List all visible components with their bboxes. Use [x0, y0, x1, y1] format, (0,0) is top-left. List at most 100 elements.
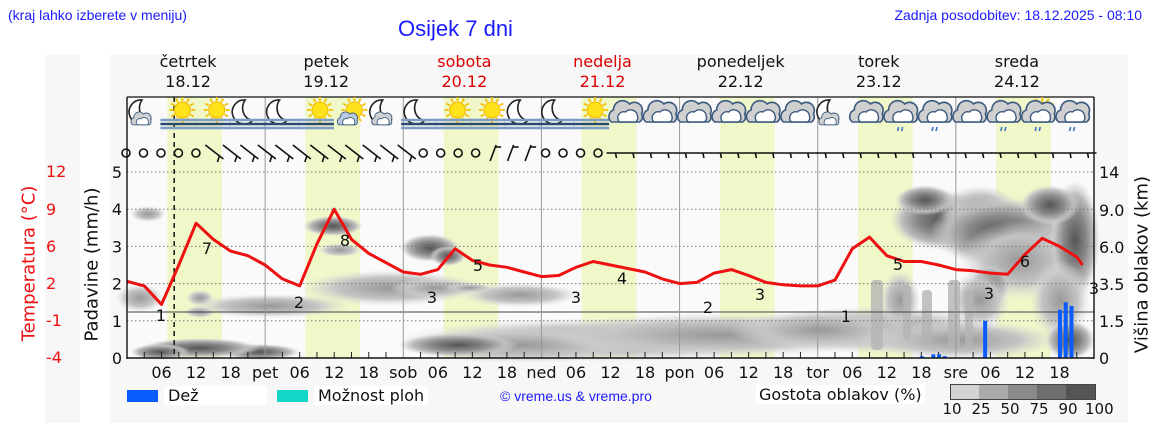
- svg-text:1: 1: [112, 312, 122, 331]
- day-date: 22.12: [717, 72, 764, 91]
- x-tick: 06: [980, 363, 1000, 382]
- svg-text:1.5: 1.5: [1099, 312, 1124, 331]
- svg-text:5: 5: [112, 163, 122, 182]
- wind-barb-icon: [292, 144, 312, 160]
- temp-point-label: 3: [571, 288, 581, 307]
- x-tick: 06: [289, 363, 309, 382]
- day-date: 24.12: [994, 72, 1040, 91]
- x-tick: 12: [738, 363, 758, 382]
- x-tick: 12: [1015, 363, 1035, 382]
- calm-wind-icon: [575, 148, 586, 158]
- x-tick: 06: [566, 363, 586, 382]
- svg-text:0: 0: [1099, 349, 1109, 368]
- cloud-scale-tick: 100: [1085, 400, 1114, 418]
- calm-wind-icon: [540, 148, 551, 158]
- wind-barb-icon: [362, 144, 382, 160]
- showers-swatch: [277, 389, 308, 402]
- x-tick: 12: [324, 363, 344, 382]
- legend-showers: Možnost ploh: [277, 386, 429, 405]
- temperature-tick: -1: [46, 311, 62, 330]
- legend-rain: Dež: [127, 386, 267, 405]
- sun-cloud-icon: [336, 97, 368, 126]
- svg-text:3.5: 3.5: [1099, 275, 1124, 294]
- cloud-scale-tick: 10: [942, 400, 962, 418]
- cloud-icon: [952, 99, 988, 123]
- wind-barb-icon: [274, 144, 294, 160]
- wind-barb-icon: [309, 144, 329, 160]
- wind-barb-icon: [344, 144, 364, 160]
- x-tick: 18: [773, 363, 793, 382]
- temp-point-label: 3: [755, 285, 765, 304]
- cloud-drizzle-icon: [883, 99, 919, 132]
- calm-wind-icon: [593, 148, 603, 158]
- calm-wind-icon: [470, 148, 481, 158]
- calm-wind-icon: [156, 148, 166, 158]
- sun-fog-icon: [469, 97, 506, 130]
- cloud-density-scale: [950, 384, 1096, 400]
- temp-point-label: 7: [202, 239, 212, 258]
- svg-text:4: 4: [112, 200, 122, 219]
- temp-axis-panel: [45, 55, 80, 423]
- svg-text:6.0: 6.0: [1099, 238, 1124, 257]
- moon-fog-icon: [504, 99, 541, 130]
- cloud-drizzle-icon: [917, 99, 953, 132]
- wind-barb-icon: [379, 144, 399, 160]
- page-title: Osijek 7 dni: [398, 16, 513, 41]
- weather-icon-row: [128, 97, 1091, 132]
- sun-fog-icon: [573, 97, 610, 130]
- moon-fog-icon: [538, 99, 575, 130]
- svg-text:9.0: 9.0: [1099, 201, 1124, 220]
- x-tick: 06: [428, 363, 448, 382]
- day-header: torek 23.12: [814, 52, 944, 92]
- temp-point-label: 1: [156, 306, 166, 325]
- temp-point-label: 3: [427, 288, 437, 307]
- sun-fog-icon: [194, 97, 231, 130]
- sun-fog-icon: [160, 97, 197, 130]
- temp-point-label: 4: [617, 269, 627, 288]
- cloud-scale-tick: 90: [1058, 400, 1078, 418]
- wind-barb-icon: [327, 144, 347, 160]
- x-tick: pet: [252, 363, 278, 382]
- cloud-scale-tick: 25: [971, 400, 991, 418]
- day-name: nedelja: [573, 52, 632, 71]
- temp-point-label: 2: [703, 298, 713, 317]
- day-header: sreda 24.12: [952, 52, 1082, 92]
- temp-point-label: 2: [294, 293, 304, 312]
- wind-barb-icon: [257, 144, 277, 160]
- temperature-tick: 9: [46, 200, 57, 219]
- cloud-icon: [745, 99, 781, 123]
- x-tick: 12: [186, 363, 206, 382]
- sun-cloud-drizzle-icon: [1020, 97, 1056, 132]
- calm-wind-icon: [418, 148, 428, 158]
- cloud-icon: [848, 99, 884, 123]
- wind-barb-icon: [222, 144, 242, 160]
- day-date: 21.12: [579, 72, 626, 91]
- x-tick: 18: [1049, 363, 1069, 382]
- x-tick: 12: [877, 363, 897, 382]
- temperature-tick: -4: [46, 348, 62, 367]
- day-header: ponedeljek 22.12: [676, 52, 806, 92]
- svg-text:0: 0: [112, 349, 122, 368]
- x-tick: ned: [526, 363, 556, 382]
- x-tick: sre: [944, 363, 968, 382]
- svg-text:14: 14: [1099, 163, 1119, 182]
- day-name: četrtek: [159, 52, 217, 71]
- day-name: petek: [303, 52, 349, 71]
- day-header: sobota 20.12: [399, 52, 529, 92]
- sun-fog-icon: [435, 97, 472, 130]
- calm-wind-icon: [435, 148, 446, 158]
- calm-wind-icon: [121, 148, 131, 158]
- sun-fog-icon: [297, 97, 334, 130]
- temp-point-label: 5: [893, 255, 903, 274]
- location-hint[interactable]: (kraj lahko izberete v meniju): [8, 7, 187, 23]
- x-tick: tor: [806, 363, 829, 382]
- day-date: 20.12: [441, 72, 488, 91]
- x-tick: 18: [359, 363, 379, 382]
- x-tick: 06: [151, 363, 171, 382]
- x-tick: pon: [665, 363, 695, 382]
- temperature-tick: 6: [46, 237, 57, 256]
- x-tick: 18: [911, 363, 931, 382]
- copyright-link[interactable]: © vreme.us & vreme.pro: [500, 388, 652, 404]
- cloud-icon: [676, 99, 712, 123]
